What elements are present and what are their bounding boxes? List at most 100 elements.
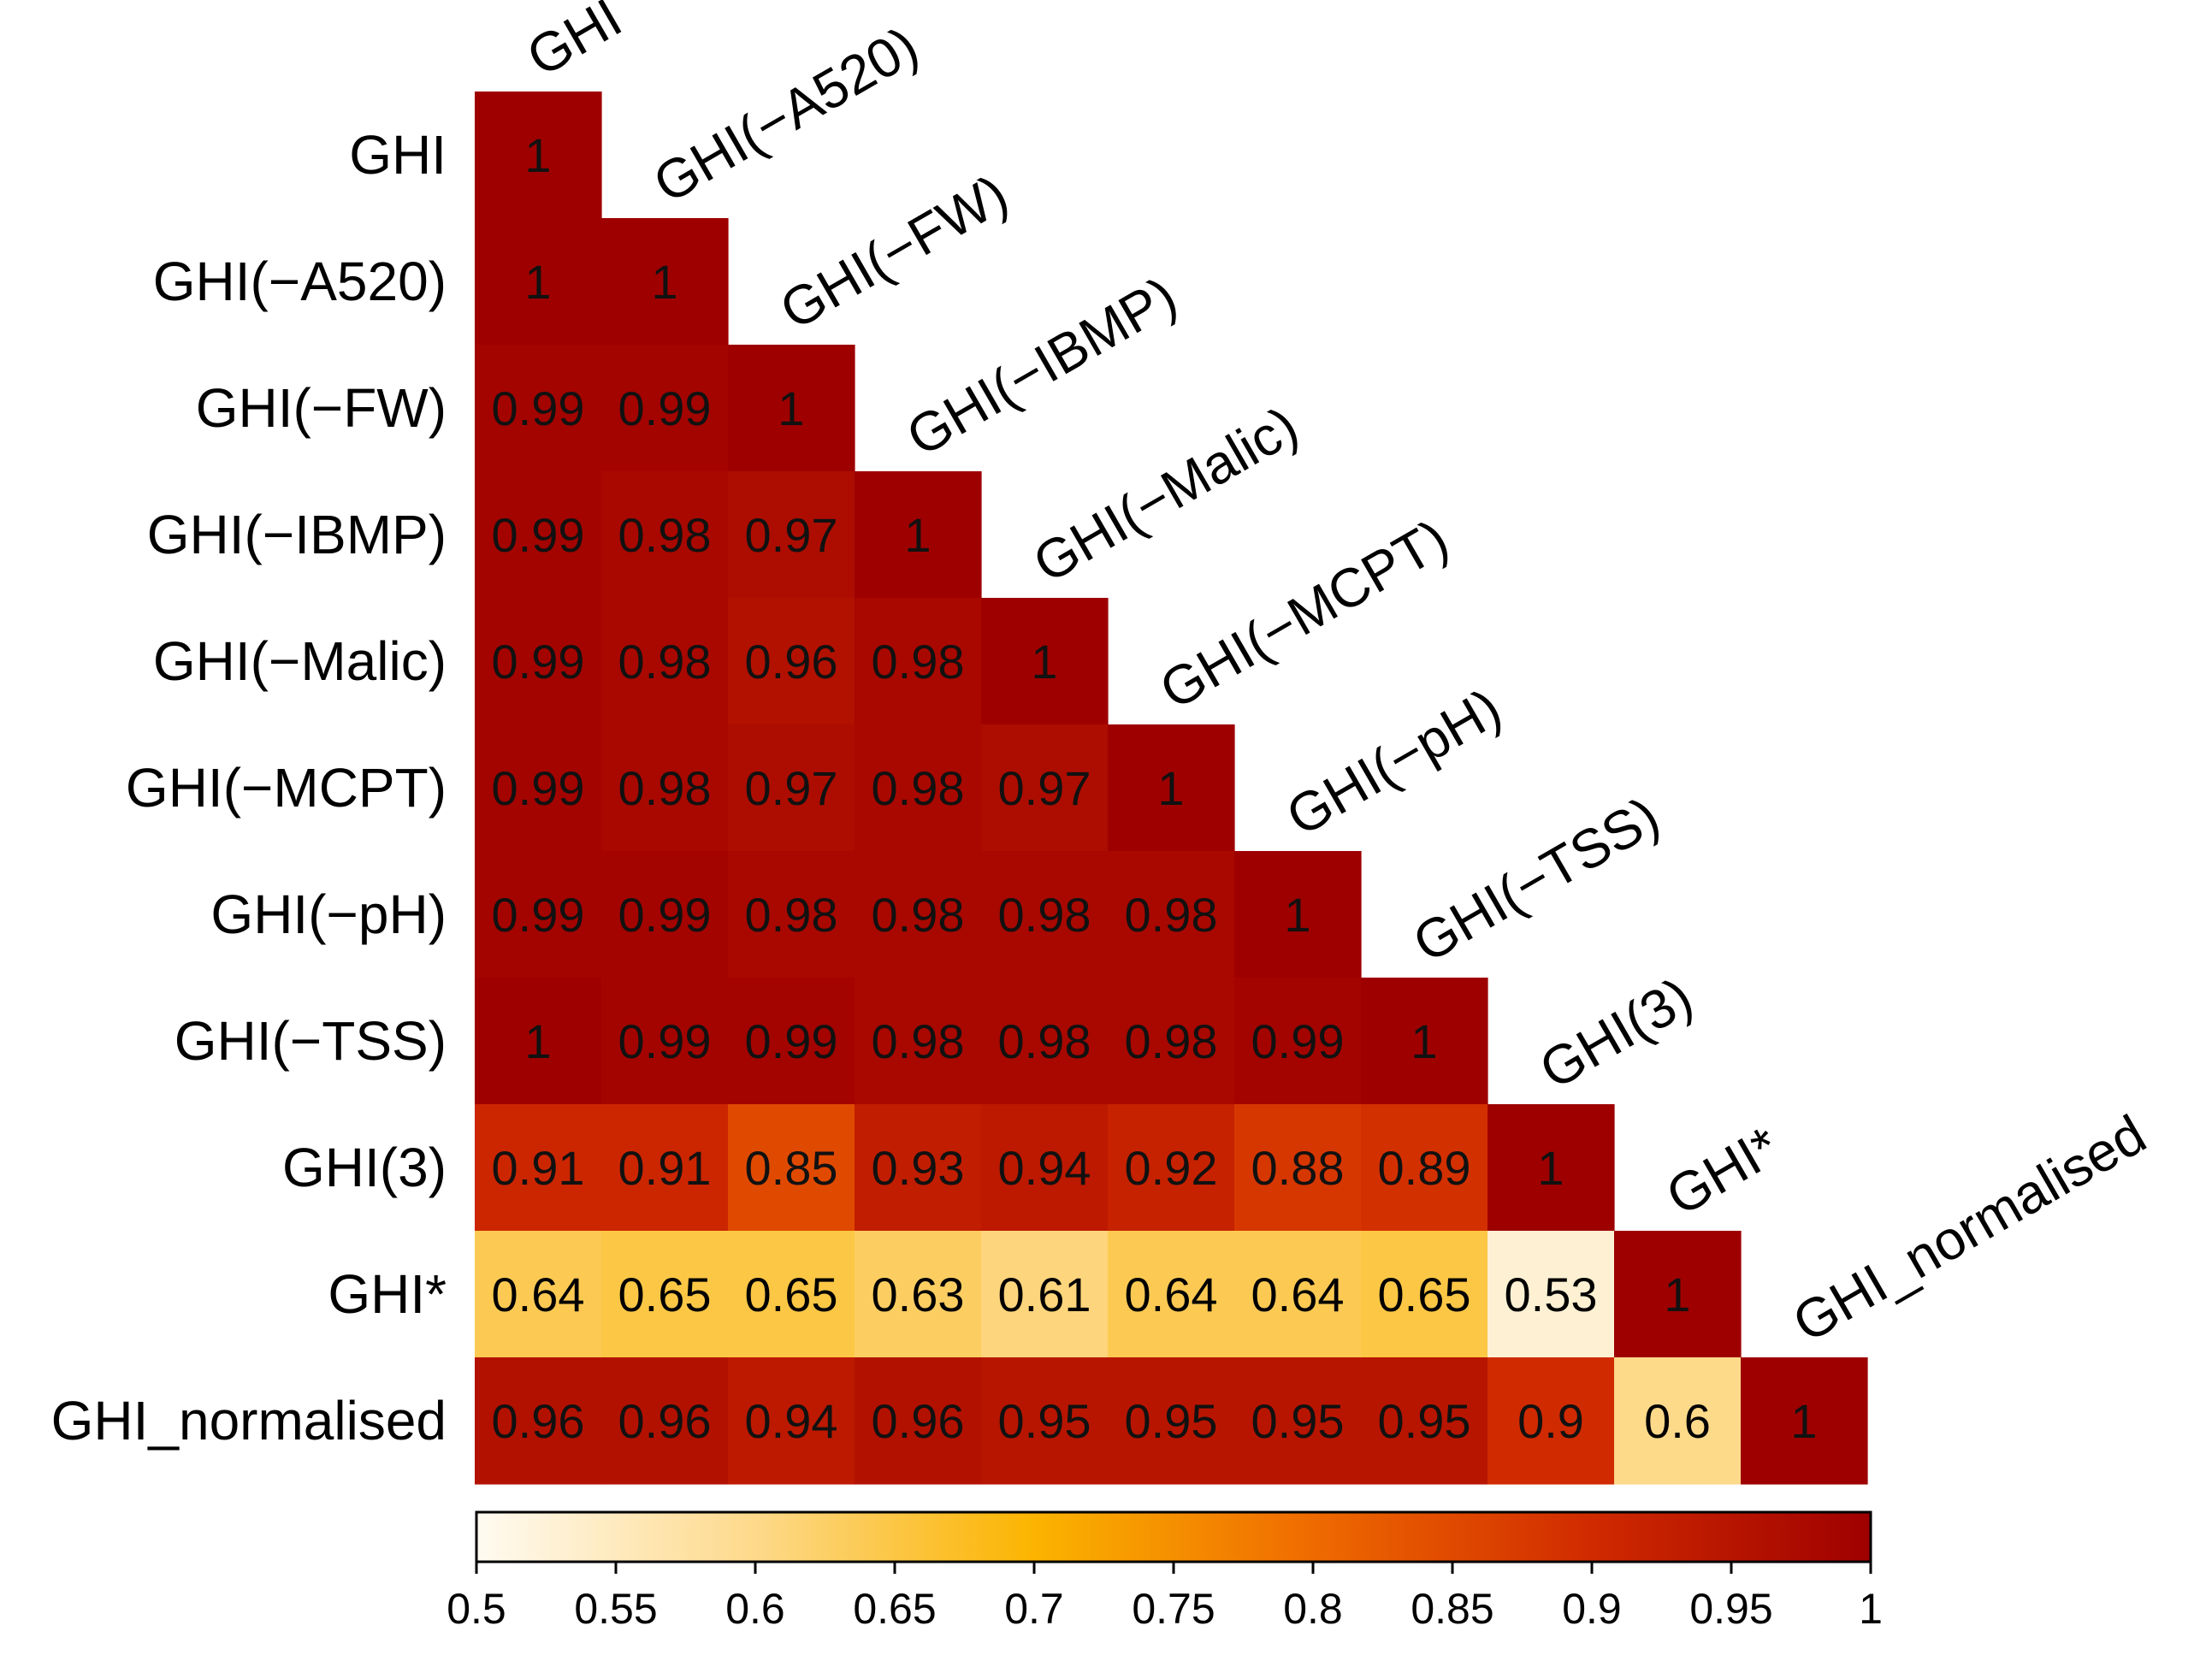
column-label: GHI(−MCPT)	[1150, 507, 1458, 721]
row-label: GHI(−IBMP)	[147, 504, 447, 565]
heatmap-cell	[1234, 978, 1362, 1105]
cell-value-label: 1	[524, 255, 551, 309]
cell-value-label: 0.65	[1378, 1268, 1471, 1321]
cell-value-label: 1	[651, 255, 677, 309]
row-label: GHI(−Malic)	[153, 630, 447, 692]
cell-value-label: 0.98	[872, 761, 965, 815]
column-label: GHI(−pH)	[1276, 677, 1511, 848]
cell-value-label: 0.85	[745, 1141, 838, 1195]
cell-value-label: 0.96	[492, 1394, 585, 1448]
cell-value-label: 0.98	[618, 635, 712, 689]
heatmap-cell	[1614, 1231, 1742, 1358]
cell-value-label: 1	[778, 381, 804, 435]
cell-value-label: 0.98	[872, 888, 965, 942]
heatmap-cell	[855, 724, 982, 852]
row-label: GHI	[349, 124, 447, 186]
cell-value-label: 0.99	[1251, 1014, 1345, 1068]
heatmap-cell	[1361, 978, 1488, 1105]
column-label: GHI(−A520)	[643, 15, 928, 215]
heatmap-cell	[1361, 1104, 1488, 1232]
cell-value-label: 0.98	[618, 761, 712, 815]
colorbar: 0.5 0.55 0.6 0.65 0.7 0.75 0.8 0.85 0.9 0.95 1	[447, 1510, 1883, 1633]
cell-value-label: 0.93	[872, 1141, 965, 1195]
heatmap-cell	[601, 1231, 729, 1358]
colorbar-tick-label: 0.95	[1689, 1585, 1772, 1633]
heatmap-cell	[1108, 851, 1235, 978]
heatmap-cell	[1361, 1231, 1488, 1358]
heatmap-cell	[855, 1357, 982, 1485]
heatmap-cell	[601, 978, 729, 1105]
heatmap-cell	[475, 1357, 602, 1485]
cell-value-label: 0.88	[1251, 1141, 1345, 1195]
cell-value-label: 0.95	[998, 1394, 1091, 1448]
cell-value-label: 1	[524, 128, 551, 182]
heatmap-cell	[601, 724, 729, 852]
cell-value-label: 0.64	[492, 1268, 585, 1321]
cell-value-label: 0.6	[1644, 1394, 1711, 1448]
heatmap-cell	[728, 724, 855, 852]
row-label: GHI(−A520)	[153, 251, 447, 312]
heatmap-cell	[475, 471, 602, 599]
cell-value-label: 0.98	[1125, 888, 1218, 942]
heatmap-cell	[981, 598, 1109, 725]
colorbar-tick-label: 0.55	[574, 1585, 657, 1633]
cell-value-label: 1	[1031, 635, 1057, 689]
cell-value-label: 0.98	[872, 635, 965, 689]
heatmap-cell	[728, 1231, 855, 1358]
cell-value-label: 0.99	[492, 635, 585, 689]
cell-value-label: 0.99	[618, 1014, 712, 1068]
heatmap-cell	[728, 598, 855, 725]
row-label: GHI*	[328, 1263, 447, 1325]
row-label: GHI(−pH)	[210, 884, 447, 945]
heatmap-cell	[1487, 1357, 1615, 1485]
cell-value-label: 0.92	[1125, 1141, 1218, 1195]
heatmap-cell	[475, 1231, 602, 1358]
cell-value-label: 1	[1664, 1268, 1690, 1321]
colorbar-tick-label: 0.75	[1132, 1585, 1215, 1633]
cell-value-label: 0.97	[745, 761, 838, 815]
cell-value-label: 0.65	[618, 1268, 712, 1321]
cell-value-label: 0.65	[745, 1268, 838, 1321]
column-label: GHI_normalised	[1783, 1103, 2156, 1355]
colorbar-tick-label: 0.8	[1283, 1585, 1343, 1633]
heatmap-cell	[728, 978, 855, 1105]
heatmap-cell	[1234, 1357, 1362, 1485]
cell-value-label: 0.99	[618, 381, 712, 435]
heatmap-cell	[1108, 1231, 1235, 1358]
heatmap-cell	[981, 1231, 1109, 1358]
column-label: GHI(−IBMP)	[896, 265, 1186, 468]
cell-value-label: 0.99	[618, 888, 712, 942]
cell-value-label: 1	[1790, 1394, 1817, 1448]
cell-value-label: 0.98	[618, 508, 712, 562]
heatmap-cell	[1361, 1357, 1488, 1485]
cell-value-label: 0.99	[492, 761, 585, 815]
heatmap-cell	[981, 851, 1109, 978]
cell-value-label: 0.9	[1517, 1394, 1584, 1448]
cell-value-label: 0.96	[618, 1394, 712, 1448]
heatmap-cell	[1108, 978, 1235, 1105]
colorbar-tick-label: 0.5	[447, 1585, 506, 1633]
cell-value-label: 0.98	[998, 888, 1091, 942]
heatmap-cell	[601, 218, 729, 346]
cell-value-label: 1	[1157, 761, 1184, 815]
cell-value-label: 0.99	[492, 888, 585, 942]
colorbar-gradient	[475, 1510, 1872, 1563]
heatmap-cell	[855, 1104, 982, 1232]
column-label: GHI*	[1656, 1114, 1789, 1227]
cell-value-label: 0.96	[872, 1394, 965, 1448]
heatmap-cell	[1614, 1357, 1742, 1485]
heatmap-cell	[601, 345, 729, 472]
colorbar-tick-label: 0.85	[1411, 1585, 1493, 1633]
heatmap-cell	[601, 1104, 729, 1232]
heatmap-cell	[728, 1357, 855, 1485]
heatmap-cell	[601, 598, 729, 725]
heatmap-cell	[855, 851, 982, 978]
heatmap-cell	[855, 1231, 982, 1358]
heatmap-cell	[1108, 1104, 1235, 1232]
heatmap-cell	[1108, 1357, 1235, 1485]
cell-value-label: 0.98	[998, 1014, 1091, 1068]
cell-value-label: 0.99	[492, 508, 585, 562]
cell-value-label: 0.97	[998, 761, 1091, 815]
cell-value-label: 0.91	[618, 1141, 712, 1195]
